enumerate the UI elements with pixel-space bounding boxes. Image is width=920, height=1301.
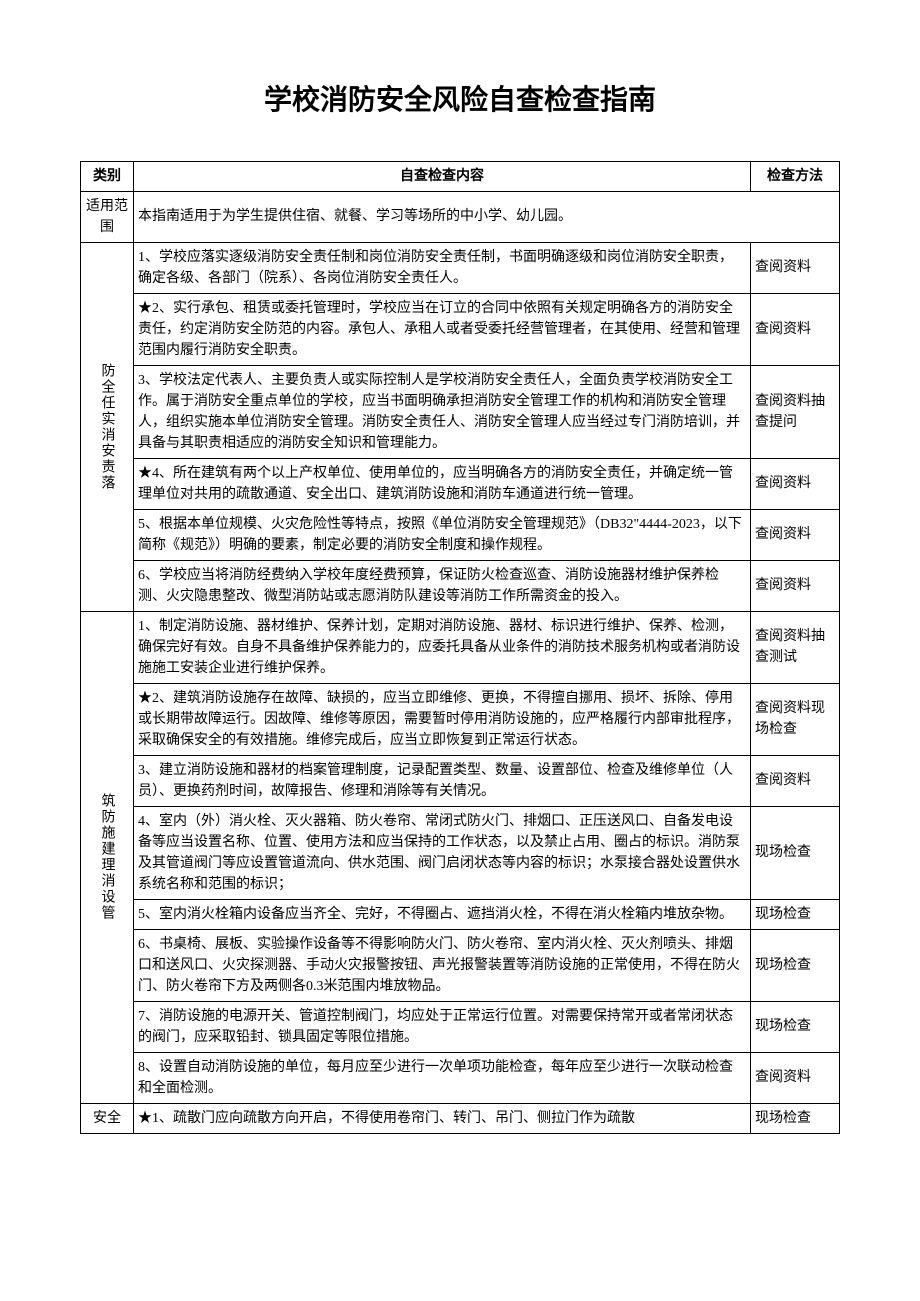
section3-label: 安全 bbox=[81, 1103, 134, 1133]
section1-label: 防全任实消安责落 bbox=[81, 242, 134, 611]
table-row-content: 1、学校应落实逐级消防安全责任制和岗位消防安全责任制，书面明确逐级和岗位消防安全… bbox=[134, 242, 751, 293]
section2-label: 筑防施建理消设管 bbox=[81, 611, 134, 1103]
scope-content: 本指南适用于为学生提供住宿、就餐、学习等场所的中小学、幼儿园。 bbox=[134, 191, 840, 242]
table-row-method: 现场检查 bbox=[751, 929, 840, 1001]
table-row-method: 查阅资料 bbox=[751, 560, 840, 611]
table-row-method: 现场检查 bbox=[751, 1103, 840, 1133]
table-row-method: 查阅资料 bbox=[751, 509, 840, 560]
header-category: 类别 bbox=[81, 161, 134, 191]
table-row-method: 查阅资料现场检查 bbox=[751, 683, 840, 755]
table-row-method: 查阅资料 bbox=[751, 458, 840, 509]
inspection-table: 类别 自查检查内容 检查方法 适用范围 本指南适用于为学生提供住宿、就餐、学习等… bbox=[80, 161, 840, 1134]
table-row-content: ★2、实行承包、租赁或委托管理时，学校应当在订立的合同中依照有关规定明确各方的消… bbox=[134, 293, 751, 365]
table-row-content: 3、建立消防设施和器材的档案管理制度，记录配置类型、数量、设置部位、检查及维修单… bbox=[134, 755, 751, 806]
table-row-method: 现场检查 bbox=[751, 806, 840, 899]
table-row-content: 7、消防设施的电源开关、管道控制阀门，均应处于正常运行位置。对需要保持常开或者常… bbox=[134, 1001, 751, 1052]
table-row-content: 3、学校法定代表人、主要负责人或实际控制人是学校消防安全责任人，全面负责学校消防… bbox=[134, 365, 751, 458]
table-row-content: ★1、疏散门应向疏散方向开启，不得使用卷帘门、转门、吊门、侧拉门作为疏散 bbox=[134, 1103, 751, 1133]
table-row-content: 6、书桌椅、展板、实验操作设备等不得影响防火门、防火卷帘、室内消火栓、灭火剂喷头… bbox=[134, 929, 751, 1001]
table-row-content: 6、学校应当将消防经费纳入学校年度经费预算，保证防火检查巡查、消防设施器材维护保… bbox=[134, 560, 751, 611]
table-row-content: 4、室内（外）消火栓、灭火器箱、防火卷帘、常闭式防火门、排烟口、正压送风口、自备… bbox=[134, 806, 751, 899]
table-row-content: 1、制定消防设施、器材维护、保养计划，定期对消防设施、器材、标识进行维护、保养、… bbox=[134, 611, 751, 683]
table-row-method: 查阅资料抽查测试 bbox=[751, 611, 840, 683]
table-row-content: ★4、所在建筑有两个以上产权单位、使用单位的，应当明确各方的消防安全责任，并确定… bbox=[134, 458, 751, 509]
table-row-method: 查阅资料 bbox=[751, 293, 840, 365]
table-row-method: 现场检查 bbox=[751, 899, 840, 929]
header-method: 检查方法 bbox=[751, 161, 840, 191]
table-row-method: 查阅资料 bbox=[751, 242, 840, 293]
table-row-method: 查阅资料抽查提问 bbox=[751, 365, 840, 458]
table-row-method: 查阅资料 bbox=[751, 1052, 840, 1103]
page-title: 学校消防安全风险自查检查指南 bbox=[80, 79, 840, 121]
table-row-content: 5、根据本单位规模、火灾危险性等特点，按照《单位消防安全管理规范》（DB32"4… bbox=[134, 509, 751, 560]
table-row-content: ★2、建筑消防设施存在故障、缺损的，应当立即维修、更换，不得擅自挪用、损坏、拆除… bbox=[134, 683, 751, 755]
table-row-content: 5、室内消火栓箱内设备应当齐全、完好，不得圈占、遮挡消火栓，不得在消火栓箱内堆放… bbox=[134, 899, 751, 929]
table-row-method: 现场检查 bbox=[751, 1001, 840, 1052]
header-content: 自查检查内容 bbox=[134, 161, 751, 191]
scope-label: 适用范围 bbox=[81, 191, 134, 242]
table-row-content: 8、设置自动消防设施的单位，每月应至少进行一次单项功能检查，每年应至少进行一次联… bbox=[134, 1052, 751, 1103]
table-row-method: 查阅资料 bbox=[751, 755, 840, 806]
